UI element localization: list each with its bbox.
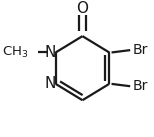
Text: N: N [45, 76, 56, 91]
Text: Br: Br [133, 79, 148, 93]
Text: O: O [76, 1, 88, 16]
Text: Br: Br [133, 43, 148, 57]
Text: CH$_3$: CH$_3$ [2, 45, 29, 60]
Text: N: N [45, 45, 56, 60]
